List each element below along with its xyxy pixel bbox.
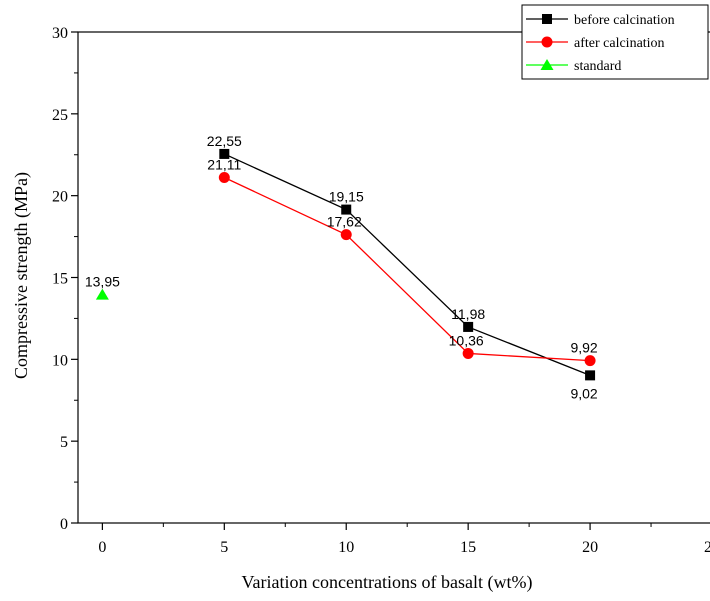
y-tick-label: 0 — [60, 516, 68, 533]
data-point — [218, 171, 230, 183]
data-point — [584, 355, 596, 367]
data-label: 10,36 — [449, 332, 484, 348]
x-tick-label: 0 — [98, 539, 106, 556]
legend-label: before calcination — [574, 13, 675, 28]
legend: before calcination after calcination stand… — [521, 4, 709, 80]
plot-border — [77, 31, 710, 524]
y-axis-ticks: 0 5 10 15 20 25 30 — [52, 25, 78, 533]
legend-marker — [541, 36, 553, 48]
x-axis-ticks: 0 5 10 15 20 25 — [98, 523, 710, 556]
legend-marker — [540, 59, 554, 70]
x-tick-label: 5 — [220, 539, 228, 556]
data-label: 13,95 — [85, 274, 120, 290]
plot-frame — [77, 31, 710, 524]
data-label: 21,11 — [207, 156, 241, 172]
series-layer — [95, 148, 596, 381]
data-point — [585, 370, 596, 381]
data-point — [95, 288, 109, 300]
data-point — [462, 347, 474, 359]
y-tick-label: 30 — [52, 25, 68, 42]
legend-marker — [542, 14, 552, 24]
x-axis-label: Variation concentrations of basalt (wt%) — [242, 572, 533, 593]
y-tick-label: 5 — [60, 434, 68, 451]
legend-item: before calcination — [526, 13, 675, 28]
y-tick-label: 15 — [52, 271, 68, 288]
y-axis-label: Compressive strength (MPa) — [11, 172, 32, 379]
y-tick-label: 10 — [52, 352, 68, 369]
data-label: 22,55 — [207, 133, 242, 149]
series-line — [224, 176, 591, 362]
x-tick-label: 10 — [338, 539, 354, 556]
data-point — [340, 229, 352, 241]
legend-item: after calcination — [526, 36, 665, 51]
data-label: 17,62 — [327, 214, 362, 230]
series-before-calcination — [219, 148, 596, 381]
series-after-calcination — [218, 171, 596, 367]
y-tick-label: 25 — [52, 107, 68, 124]
series-standard — [95, 288, 109, 300]
x-tick-label: 25 — [704, 539, 710, 556]
data-label: 19,15 — [329, 189, 364, 205]
x-tick-label: 20 — [582, 539, 598, 556]
data-point — [219, 148, 230, 159]
x-tick-label: 15 — [460, 539, 476, 556]
data-point — [341, 204, 352, 215]
data-label: 11,98 — [451, 306, 485, 322]
data-label: 9,92 — [570, 340, 597, 356]
legend-item: standard — [526, 59, 621, 74]
data-labels: 22,55 19,15 11,98 9,02 21,11 17,62 10,36 9,92 13… — [85, 133, 598, 401]
data-point — [463, 321, 474, 332]
legend-label: after calcination — [574, 36, 665, 51]
y-tick-label: 20 — [52, 189, 68, 206]
series-line — [224, 153, 591, 376]
legend-label: standard — [574, 59, 621, 74]
data-label: 9,02 — [570, 385, 597, 401]
